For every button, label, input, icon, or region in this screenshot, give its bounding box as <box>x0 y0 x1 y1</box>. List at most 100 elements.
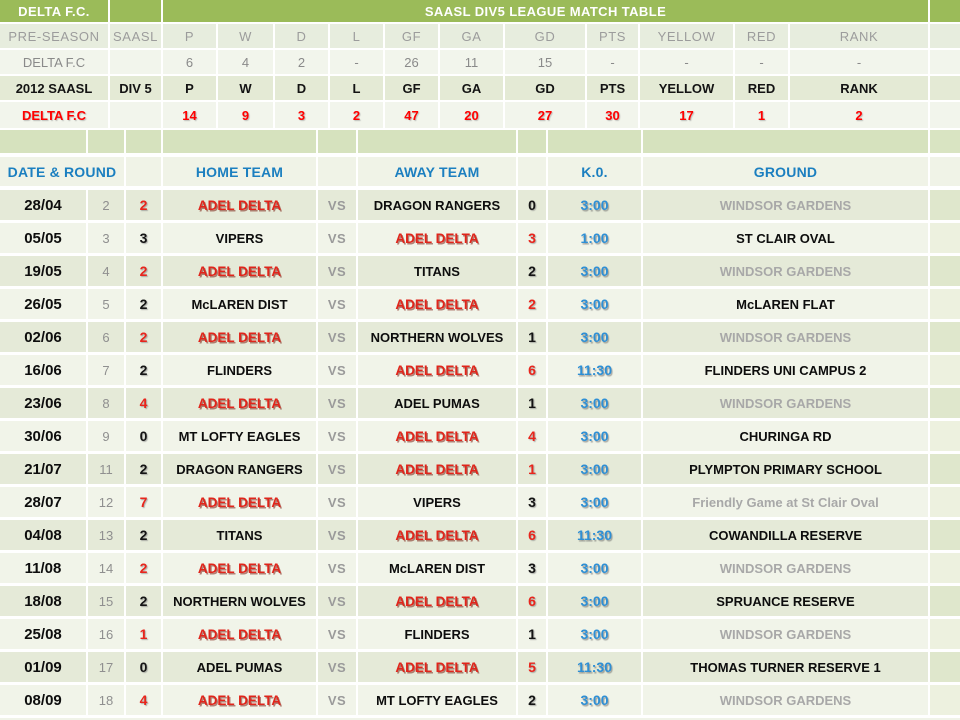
match-date: 30/06 <box>0 421 88 451</box>
stat-value: 3 <box>275 102 330 128</box>
match-row: 25/08 16 1 ADEL DELTA VS FLINDERS 1 3:00 WINDSOR… <box>0 619 960 649</box>
home-score: 4 <box>126 388 163 418</box>
match-row: 02/06 6 2 ADEL DELTA VS NORTHERN WOLVES 1 3:00 W… <box>0 322 960 352</box>
home-team: ADEL DELTA <box>163 685 318 715</box>
home-team: TITANS <box>163 520 318 550</box>
ground-name: WINDSOR GARDENS <box>643 256 930 286</box>
stat-value: 27 <box>505 102 587 128</box>
home-score: 2 <box>126 289 163 319</box>
home-score: 2 <box>126 256 163 286</box>
away-score: 3 <box>518 553 548 583</box>
division-cell <box>110 50 163 74</box>
score-header-spacer <box>126 157 163 186</box>
vs-header-spacer <box>318 157 358 186</box>
title-bar: DELTA F.C. SAASL DIV5 LEAGUE MATCH TABLE <box>0 0 960 22</box>
division-cell: SAASL <box>110 24 163 48</box>
away-score: 0 <box>518 190 548 220</box>
vs-label: VS <box>318 454 358 484</box>
ground-name: McLAREN FLAT <box>643 289 930 319</box>
row-end-spacer <box>930 553 960 583</box>
match-date: 18/08 <box>0 586 88 616</box>
match-round: 8 <box>88 388 126 418</box>
team-name-cell: 2012 SAASL <box>0 76 110 100</box>
match-date: 11/08 <box>0 553 88 583</box>
match-round: 13 <box>88 520 126 550</box>
stat-value: 4 <box>218 50 275 74</box>
stat-col-header: GA <box>440 76 505 100</box>
home-team: ADEL DELTA <box>163 322 318 352</box>
match-row: 01/09 17 0 ADEL PUMAS VS ADEL DELTA 5 11:30 THOM… <box>0 652 960 682</box>
home-team: ADEL DELTA <box>163 487 318 517</box>
match-round: 5 <box>88 289 126 319</box>
away-team: MT LOFTY EAGLES <box>358 685 518 715</box>
team-name-cell: PRE-SEASON <box>0 24 110 48</box>
away-team: ADEL DELTA <box>358 289 518 319</box>
match-row: 18/08 15 2 NORTHERN WOLVES VS ADEL DELTA 6 3:00… <box>0 586 960 616</box>
stat-value: 20 <box>440 102 505 128</box>
row-end-spacer <box>930 289 960 319</box>
match-round: 6 <box>88 322 126 352</box>
stat-col-header: RANK <box>790 24 930 48</box>
home-team: McLAREN DIST <box>163 289 318 319</box>
division-cell: DIV 5 <box>110 76 163 100</box>
match-row: 28/04 2 2 ADEL DELTA VS DRAGON RANGERS 0 3:00 WI… <box>0 190 960 220</box>
match-row: 19/05 4 2 ADEL DELTA VS TITANS 2 3:00 WINDSOR GA… <box>0 256 960 286</box>
away-score: 2 <box>518 289 548 319</box>
season-header-row: 2012 SAASL DIV 5 P W D L GF GA GD PTS YELLOW RED RAN… <box>0 76 960 100</box>
home-score: 4 <box>126 685 163 715</box>
stat-value: 6 <box>163 50 218 74</box>
stat-value: 2 <box>275 50 330 74</box>
stat-col-header: RED <box>735 76 790 100</box>
away-score: 6 <box>518 355 548 385</box>
stat-value: 15 <box>505 50 587 74</box>
match-date: 02/06 <box>0 322 88 352</box>
ground-name: SPRUANCE RESERVE <box>643 586 930 616</box>
stat-value: 47 <box>385 102 440 128</box>
match-date: 21/07 <box>0 454 88 484</box>
stat-value: 2 <box>330 102 385 128</box>
row-end-spacer <box>930 76 960 100</box>
away-team: TITANS <box>358 256 518 286</box>
match-round: 16 <box>88 619 126 649</box>
match-row: 11/08 14 2 ADEL DELTA VS McLAREN DIST 3 3:00 WIN… <box>0 553 960 583</box>
title-end-spacer <box>930 0 960 22</box>
row-end-spacer <box>930 520 960 550</box>
team-name-cell: DELTA F.C <box>0 102 110 128</box>
match-round: 3 <box>88 223 126 253</box>
stat-value: - <box>587 50 640 74</box>
row-end-spacer <box>930 619 960 649</box>
home-team: ADEL DELTA <box>163 190 318 220</box>
stat-col-header: YELLOW <box>640 76 735 100</box>
team-name-cell: DELTA F.C <box>0 50 110 74</box>
home-score: 7 <box>126 487 163 517</box>
home-team: MT LOFTY EAGLES <box>163 421 318 451</box>
away-score: 1 <box>518 322 548 352</box>
stat-col-header: D <box>275 24 330 48</box>
end-header-spacer <box>930 157 960 186</box>
stat-col-header: W <box>218 76 275 100</box>
row-end-spacer <box>930 355 960 385</box>
score-header-spacer <box>518 157 548 186</box>
match-row: 04/08 13 2 TITANS VS ADEL DELTA 6 11:30 COWANDIL… <box>0 520 960 550</box>
ground-name: WINDSOR GARDENS <box>643 553 930 583</box>
stat-value: 30 <box>587 102 640 128</box>
stat-value: 17 <box>640 102 735 128</box>
stat-value: 14 <box>163 102 218 128</box>
match-date: 19/05 <box>0 256 88 286</box>
row-end-spacer <box>930 256 960 286</box>
home-score: 0 <box>126 421 163 451</box>
match-date: 16/06 <box>0 355 88 385</box>
page-title: SAASL DIV5 LEAGUE MATCH TABLE <box>163 0 930 22</box>
stat-col-header: P <box>163 24 218 48</box>
ground-name: WINDSOR GARDENS <box>643 685 930 715</box>
stat-col-header: PTS <box>587 76 640 100</box>
home-team: FLINDERS <box>163 355 318 385</box>
home-team-header: HOME TEAM <box>163 157 318 186</box>
kickoff-time: 3:00 <box>548 388 643 418</box>
kickoff-time: 3:00 <box>548 619 643 649</box>
row-end-spacer <box>930 454 960 484</box>
kickoff-time: 3:00 <box>548 421 643 451</box>
ground-name: COWANDILLA RESERVE <box>643 520 930 550</box>
stat-value: 9 <box>218 102 275 128</box>
match-date: 05/05 <box>0 223 88 253</box>
